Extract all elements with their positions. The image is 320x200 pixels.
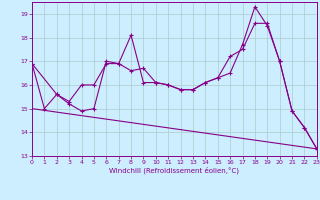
X-axis label: Windchill (Refroidissement éolien,°C): Windchill (Refroidissement éolien,°C) [109, 167, 239, 174]
